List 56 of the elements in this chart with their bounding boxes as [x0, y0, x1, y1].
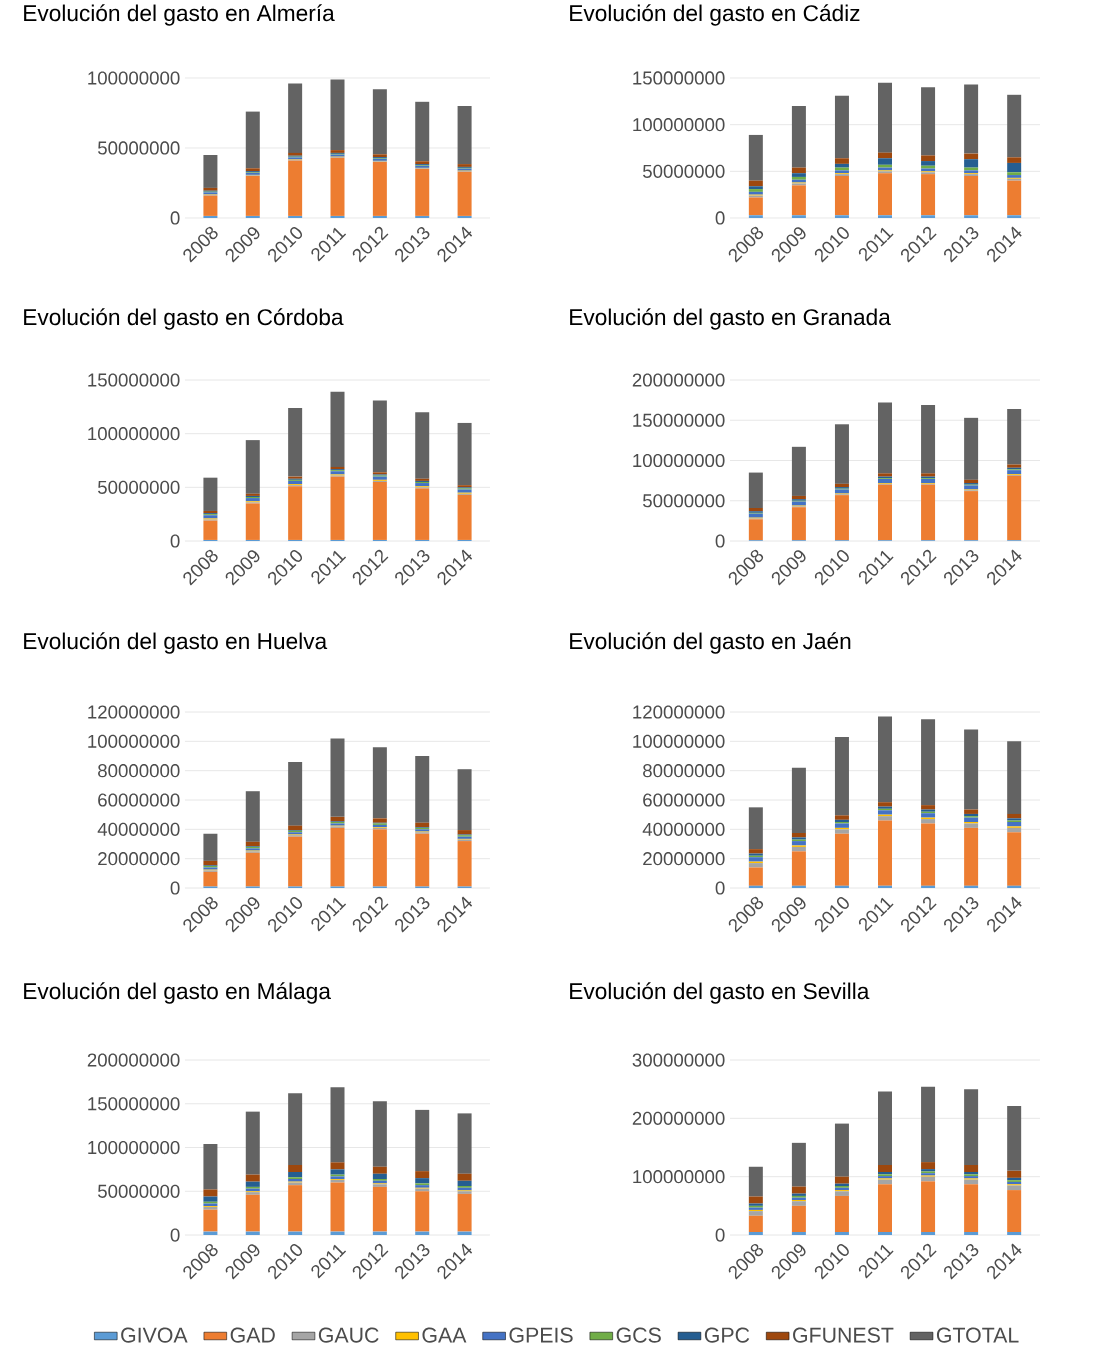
y-tick-label: 80000000: [643, 764, 725, 778]
chart-title: Evolución del gasto en Málaga: [24, 982, 331, 1004]
chart-title: Evolución del gasto en Almería: [24, 4, 335, 26]
legend-label: GAUC: [318, 1327, 379, 1343]
y-tick-label: 200000000: [87, 1053, 180, 1067]
y-tick-label: 150000000: [88, 1097, 180, 1111]
y-tick-label: 150000000: [633, 413, 725, 427]
chart-title: Evolución del gasto en Córdoba: [24, 308, 344, 330]
y-tick-label: 100000000: [633, 453, 725, 468]
chart-title: Evolución del gasto en Jaén: [570, 632, 851, 654]
y-tick-label: 150000000: [633, 71, 725, 85]
y-tick-label: 100000000: [88, 71, 180, 85]
y-tick-label: 100000000: [633, 734, 725, 748]
y-tick-label: 100000000: [88, 1140, 180, 1155]
y-tick-label: 20000000: [643, 852, 725, 866]
y-tick-label: 80000000: [98, 764, 180, 778]
y-tick-label: 200000000: [632, 373, 725, 387]
y-tick-label: 0: [715, 881, 725, 895]
y-tick-label: 120000000: [88, 705, 180, 719]
y-tick-label: 50000000: [643, 164, 725, 178]
y-tick-label: 50000000: [97, 480, 180, 494]
y-tick-label: 0: [715, 211, 725, 225]
y-tick-label: 40000000: [642, 822, 725, 836]
y-tick-label: 0: [170, 534, 180, 548]
y-tick-label: 100000000: [88, 427, 180, 441]
chart-title: Evolución del gasto en Sevilla: [570, 982, 870, 1004]
y-tick-label: 200000000: [632, 1111, 725, 1125]
y-tick-label: 0: [715, 534, 725, 548]
legend-label: GPEIS: [509, 1327, 573, 1343]
y-tick-label: 100000000: [88, 734, 180, 748]
legend-label: GCS: [616, 1327, 661, 1343]
chart-title: Evolución del gasto en Huelva: [24, 632, 328, 654]
chart-title: Evolución del gasto en Cádiz: [570, 4, 860, 26]
y-tick-label: 0: [170, 881, 180, 895]
legend-label: GIVOA: [121, 1327, 188, 1343]
y-tick-label: 300000000: [632, 1053, 725, 1067]
legend-label: GAA: [422, 1327, 467, 1343]
y-tick-label: 60000000: [98, 793, 180, 807]
y-tick-label: 0: [715, 1228, 725, 1242]
y-tick-label: 0: [170, 1228, 180, 1242]
y-tick-label: 50000000: [97, 141, 180, 155]
y-tick-label: 50000000: [643, 494, 725, 508]
legend-label: GTOTAL: [936, 1327, 1019, 1343]
y-tick-label: 120000000: [633, 705, 725, 719]
y-tick-label: 100000000: [633, 118, 725, 132]
y-tick-label: 150000000: [88, 373, 180, 387]
legend-label: GFUNEST: [793, 1327, 894, 1343]
chart-title: Evolución del gasto en Granada: [570, 308, 891, 330]
y-tick-label: 20000000: [98, 852, 180, 866]
y-tick-label: 60000000: [643, 793, 725, 807]
y-tick-label: 0: [170, 211, 180, 225]
legend-label: GAD: [230, 1327, 275, 1343]
legend-label: GPC: [704, 1327, 750, 1343]
y-tick-label: 50000000: [97, 1184, 180, 1198]
y-tick-label: 40000000: [97, 822, 180, 836]
y-tick-label: 100000000: [633, 1170, 725, 1184]
